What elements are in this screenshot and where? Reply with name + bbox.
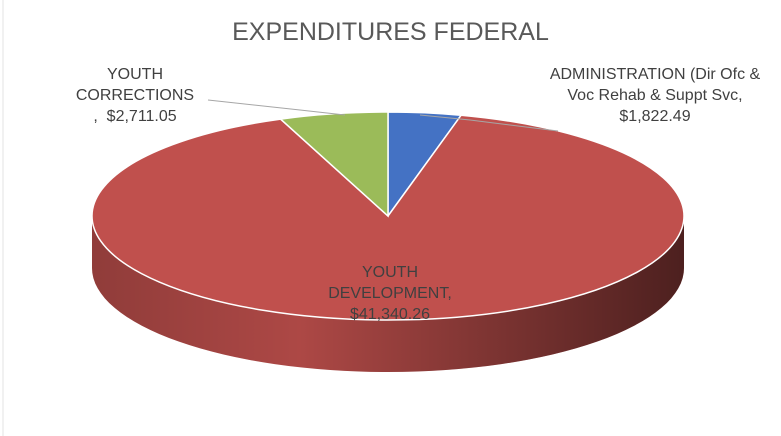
category-label: ADMINISTRATION (Dir Ofc & Voc Rehab & Su… [549, 66, 761, 104]
separator: , [738, 87, 743, 104]
data-label: YOUTH DEVELOPMENT, $41,340.26 [320, 262, 460, 325]
leader-line [207, 99, 346, 116]
value-label: $41,340.26 [349, 306, 431, 323]
category-label: YOUTH DEVELOPMENT [328, 264, 448, 302]
chart-title: EXPENDITURES FEDERAL [232, 18, 549, 46]
value-label: $2,711.05 [106, 108, 177, 125]
value-label: $1,822.49 [619, 108, 691, 125]
pie-side-shade [92, 216, 684, 372]
data-label: YOUTH CORRECTIONS , $2,711.05 [60, 64, 210, 127]
data-label: ADMINISTRATION (Dir Ofc & Voc Rehab & Su… [545, 64, 765, 127]
leader-line [419, 114, 559, 132]
pie [91, 111, 685, 372]
separator: , [93, 108, 98, 125]
category-label: YOUTH CORRECTIONS [75, 66, 195, 104]
pie-slice [91, 114, 685, 321]
separator: , [447, 285, 452, 302]
